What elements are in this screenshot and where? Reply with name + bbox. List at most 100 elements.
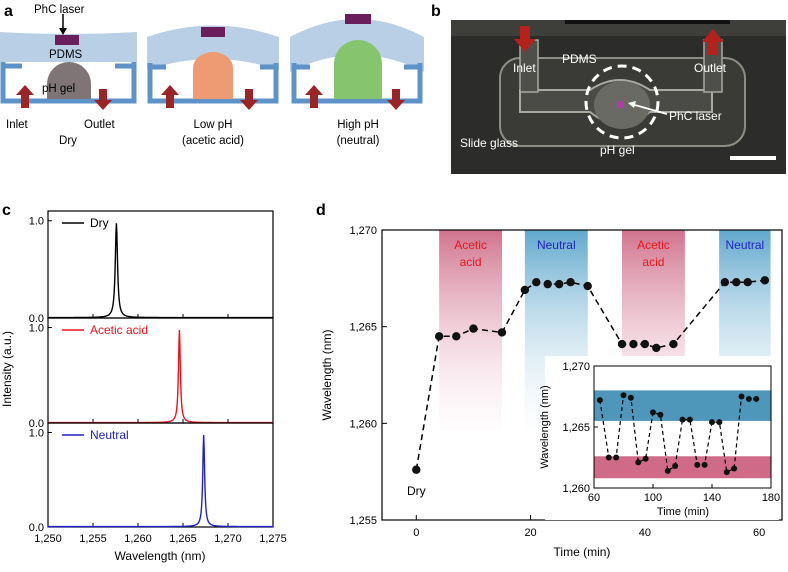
inset-data-point bbox=[657, 411, 664, 418]
inset-data-point bbox=[635, 459, 642, 466]
spectrum-subplot-frame bbox=[47, 210, 274, 319]
inset-data-point bbox=[716, 419, 723, 426]
y-tick-label: 1.0 bbox=[29, 427, 44, 439]
panel-b: b Inlet PDMS Outlet PhC laser Slide glas… bbox=[431, 3, 786, 174]
inset-data-point bbox=[672, 463, 679, 470]
inset-data-point bbox=[723, 469, 730, 476]
inlet-arrow bbox=[305, 85, 323, 108]
photo-phc-laser bbox=[617, 101, 624, 108]
y-tick-label: 1,270 bbox=[349, 225, 377, 237]
data-point bbox=[720, 278, 730, 287]
legend-label: Acetic acid bbox=[90, 323, 148, 337]
x-tick-label: 40 bbox=[639, 527, 651, 539]
glass-frame bbox=[291, 63, 423, 104]
band-label: acid bbox=[460, 255, 482, 269]
data-point bbox=[583, 281, 592, 291]
band-label: Acetic bbox=[454, 238, 487, 252]
phc-laser bbox=[55, 35, 79, 45]
data-point bbox=[520, 285, 530, 295]
inset-background bbox=[545, 356, 779, 520]
inset-x-axis-label: Time (min) bbox=[657, 506, 709, 518]
dry-annotation: Dry bbox=[407, 484, 426, 498]
inset-data-point bbox=[642, 455, 649, 462]
data-point bbox=[566, 278, 575, 287]
panel-b-letter: b bbox=[431, 3, 441, 20]
data-point bbox=[629, 339, 638, 349]
outlet-arrow bbox=[240, 89, 258, 110]
x-tick-label: 1,270 bbox=[214, 533, 242, 545]
x-tick-label: 60 bbox=[753, 527, 765, 539]
label-phc-laser: PhC laser bbox=[34, 4, 85, 16]
label-inlet: Inlet bbox=[6, 119, 29, 131]
data-point bbox=[452, 332, 461, 341]
state-label-high-ph: High pH bbox=[337, 119, 379, 131]
inset-x-tick-label: 180 bbox=[762, 492, 780, 504]
inset-data-point bbox=[650, 409, 656, 416]
laser-pointer-arrowhead bbox=[628, 101, 636, 108]
y-tick-label: 1,265 bbox=[349, 322, 377, 334]
label-outlet: Outlet bbox=[84, 119, 115, 131]
inset-data-point bbox=[596, 397, 603, 404]
inset-data-point bbox=[664, 467, 671, 474]
x-tick-label: 1,275 bbox=[259, 533, 287, 545]
inset-data-point bbox=[745, 395, 752, 402]
y-tick-label: 1,255 bbox=[349, 515, 377, 527]
photo-label-outlet: Outlet bbox=[694, 61, 727, 75]
photo-label-ph-gel: pH gel bbox=[600, 143, 635, 157]
data-point bbox=[532, 278, 541, 287]
spectra-x-axis-label: Wavelength (nm) bbox=[115, 549, 206, 563]
band-label: acid bbox=[642, 255, 664, 269]
phc-laser bbox=[201, 27, 225, 37]
label-pdms: PDMS bbox=[49, 49, 83, 61]
panel-d: d Acetic acid Neutral Acetic acid Neutral 1,25… bbox=[316, 202, 783, 559]
inset-data-point bbox=[753, 395, 760, 402]
glass-frame bbox=[0, 62, 137, 104]
inset-data-point bbox=[627, 394, 634, 401]
label-ph-gel: pH gel bbox=[42, 83, 75, 95]
glass-frame bbox=[147, 63, 279, 104]
inlet-arrow bbox=[161, 85, 179, 108]
data-point bbox=[469, 324, 478, 333]
inset-acid-band bbox=[594, 456, 771, 479]
data-point bbox=[617, 339, 627, 349]
ph-gel-low bbox=[193, 52, 233, 99]
chamber-high-ph: High pH (neutral) bbox=[290, 14, 424, 147]
data-point bbox=[732, 278, 741, 287]
laser-pointer-arrowhead bbox=[59, 28, 67, 35]
y-tick-label: 0.0 bbox=[29, 313, 44, 325]
y-tick-label: 0.0 bbox=[29, 418, 44, 430]
data-point bbox=[760, 276, 770, 285]
inset-data-point bbox=[731, 465, 738, 472]
data-point bbox=[640, 339, 650, 349]
photo-label-pdms: PDMS bbox=[562, 52, 597, 66]
inset-data-point bbox=[620, 392, 627, 399]
spectrum-line-neutral bbox=[48, 434, 273, 528]
inset-data-point bbox=[686, 416, 693, 423]
legend-label: Neutral bbox=[90, 428, 129, 442]
inset-y-tick-label: 1,260 bbox=[562, 483, 590, 495]
inset-y-axis-label: Wavelength (nm) bbox=[539, 385, 551, 468]
photo-dark-strip bbox=[565, 20, 730, 24]
ph-gel-dry bbox=[47, 62, 91, 99]
photo-label-slide-glass: Slide glass bbox=[460, 136, 518, 150]
laser-pointer-line bbox=[630, 103, 668, 115]
state-label-acetic: (acetic acid) bbox=[182, 135, 244, 147]
inset-data-point bbox=[694, 461, 701, 468]
band-label: Neutral bbox=[537, 238, 576, 252]
wavelength-trace bbox=[415, 279, 765, 470]
spectrum-line-acetic-acid bbox=[48, 330, 273, 424]
panel-a: a PhC laser PDMS pH gel Inlet Outlet Dry bbox=[0, 3, 424, 147]
panel-c-letter: c bbox=[2, 202, 11, 219]
spectrum-subplot-frame bbox=[47, 422, 274, 528]
data-point bbox=[434, 332, 444, 341]
chamber-low-ph: Low pH (acetic acid) bbox=[147, 25, 279, 147]
inset-y-tick-label: 1,265 bbox=[562, 422, 590, 434]
x-tick-label: 20 bbox=[524, 527, 536, 539]
outlet-flow-arrow bbox=[702, 29, 724, 55]
scale-bar bbox=[730, 156, 776, 160]
ph-gel-high bbox=[334, 40, 382, 99]
y-tick-label: 1.0 bbox=[29, 323, 44, 335]
inset-x-tick-label: 100 bbox=[644, 492, 662, 504]
